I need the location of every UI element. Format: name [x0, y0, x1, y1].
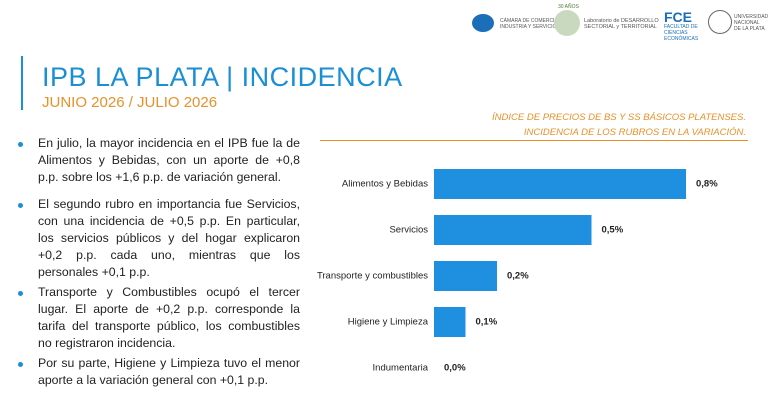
- bullet-text: En julio, la mayor incidencia en el IPB …: [38, 136, 300, 184]
- value-label: 0,0%: [444, 363, 466, 374]
- bullet-dot: [18, 362, 23, 367]
- category-label: Alimentos y Bebidas: [342, 179, 428, 190]
- accent-line: [21, 56, 23, 110]
- logo-icon: [472, 14, 494, 32]
- logo-icon: [708, 10, 732, 34]
- logo-text: CÁMARA DE COMERCIO INDUSTRIA Y SERVICIOS: [500, 18, 560, 30]
- bar: [434, 215, 592, 245]
- logo-text: 30 AÑOS: [558, 4, 579, 10]
- logo-text: UNIVERSIDAD NACIONAL DE LA PLATA: [734, 14, 768, 32]
- bar: [434, 261, 497, 291]
- value-label: 0,2%: [507, 271, 529, 282]
- bar: [434, 169, 686, 199]
- category-label: Servicios: [389, 225, 428, 236]
- value-label: 0,1%: [476, 317, 498, 328]
- logo-icon: [554, 10, 580, 36]
- category-label: Higiene y Limpieza: [348, 317, 429, 328]
- logo-text: FACULTAD DE CIENCIAS ECONÓMICAS: [664, 24, 699, 42]
- logo-text: FCE: [664, 9, 692, 25]
- bullet-text: Transporte y Combustibles ocupó el terce…: [38, 285, 300, 350]
- bullet-dot: [18, 142, 23, 147]
- category-label: Transporte y combustibles: [317, 271, 428, 282]
- chart-title: ÍNDICE DE PRECIOS DE BS Y SS BÁSICOS PLA…: [492, 112, 746, 138]
- bullet-dot: [18, 291, 23, 296]
- bullet-text: El segundo rubro en importancia fue Serv…: [38, 197, 300, 279]
- logo-text: Laboratorio de DESARROLLO SECTORIAL y TE…: [584, 18, 659, 30]
- bullet-dot: [18, 203, 23, 208]
- chart: Alimentos y Bebidas 0,8% Servicios 0,5% Tran…: [317, 169, 718, 374]
- value-label: 0,5%: [602, 225, 624, 236]
- value-label: 0,8%: [696, 179, 718, 190]
- chart-title-rule: [320, 140, 748, 141]
- title: IPB LA PLATA | INCIDENCIA: [42, 62, 403, 92]
- category-label: Indumentaria: [373, 363, 429, 374]
- bar: [434, 307, 466, 337]
- bullet-text: Por su parte, Higiene y Limpieza tuvo el…: [38, 356, 300, 387]
- subtitle: JUNIO 2026 / JULIO 2026: [42, 94, 218, 111]
